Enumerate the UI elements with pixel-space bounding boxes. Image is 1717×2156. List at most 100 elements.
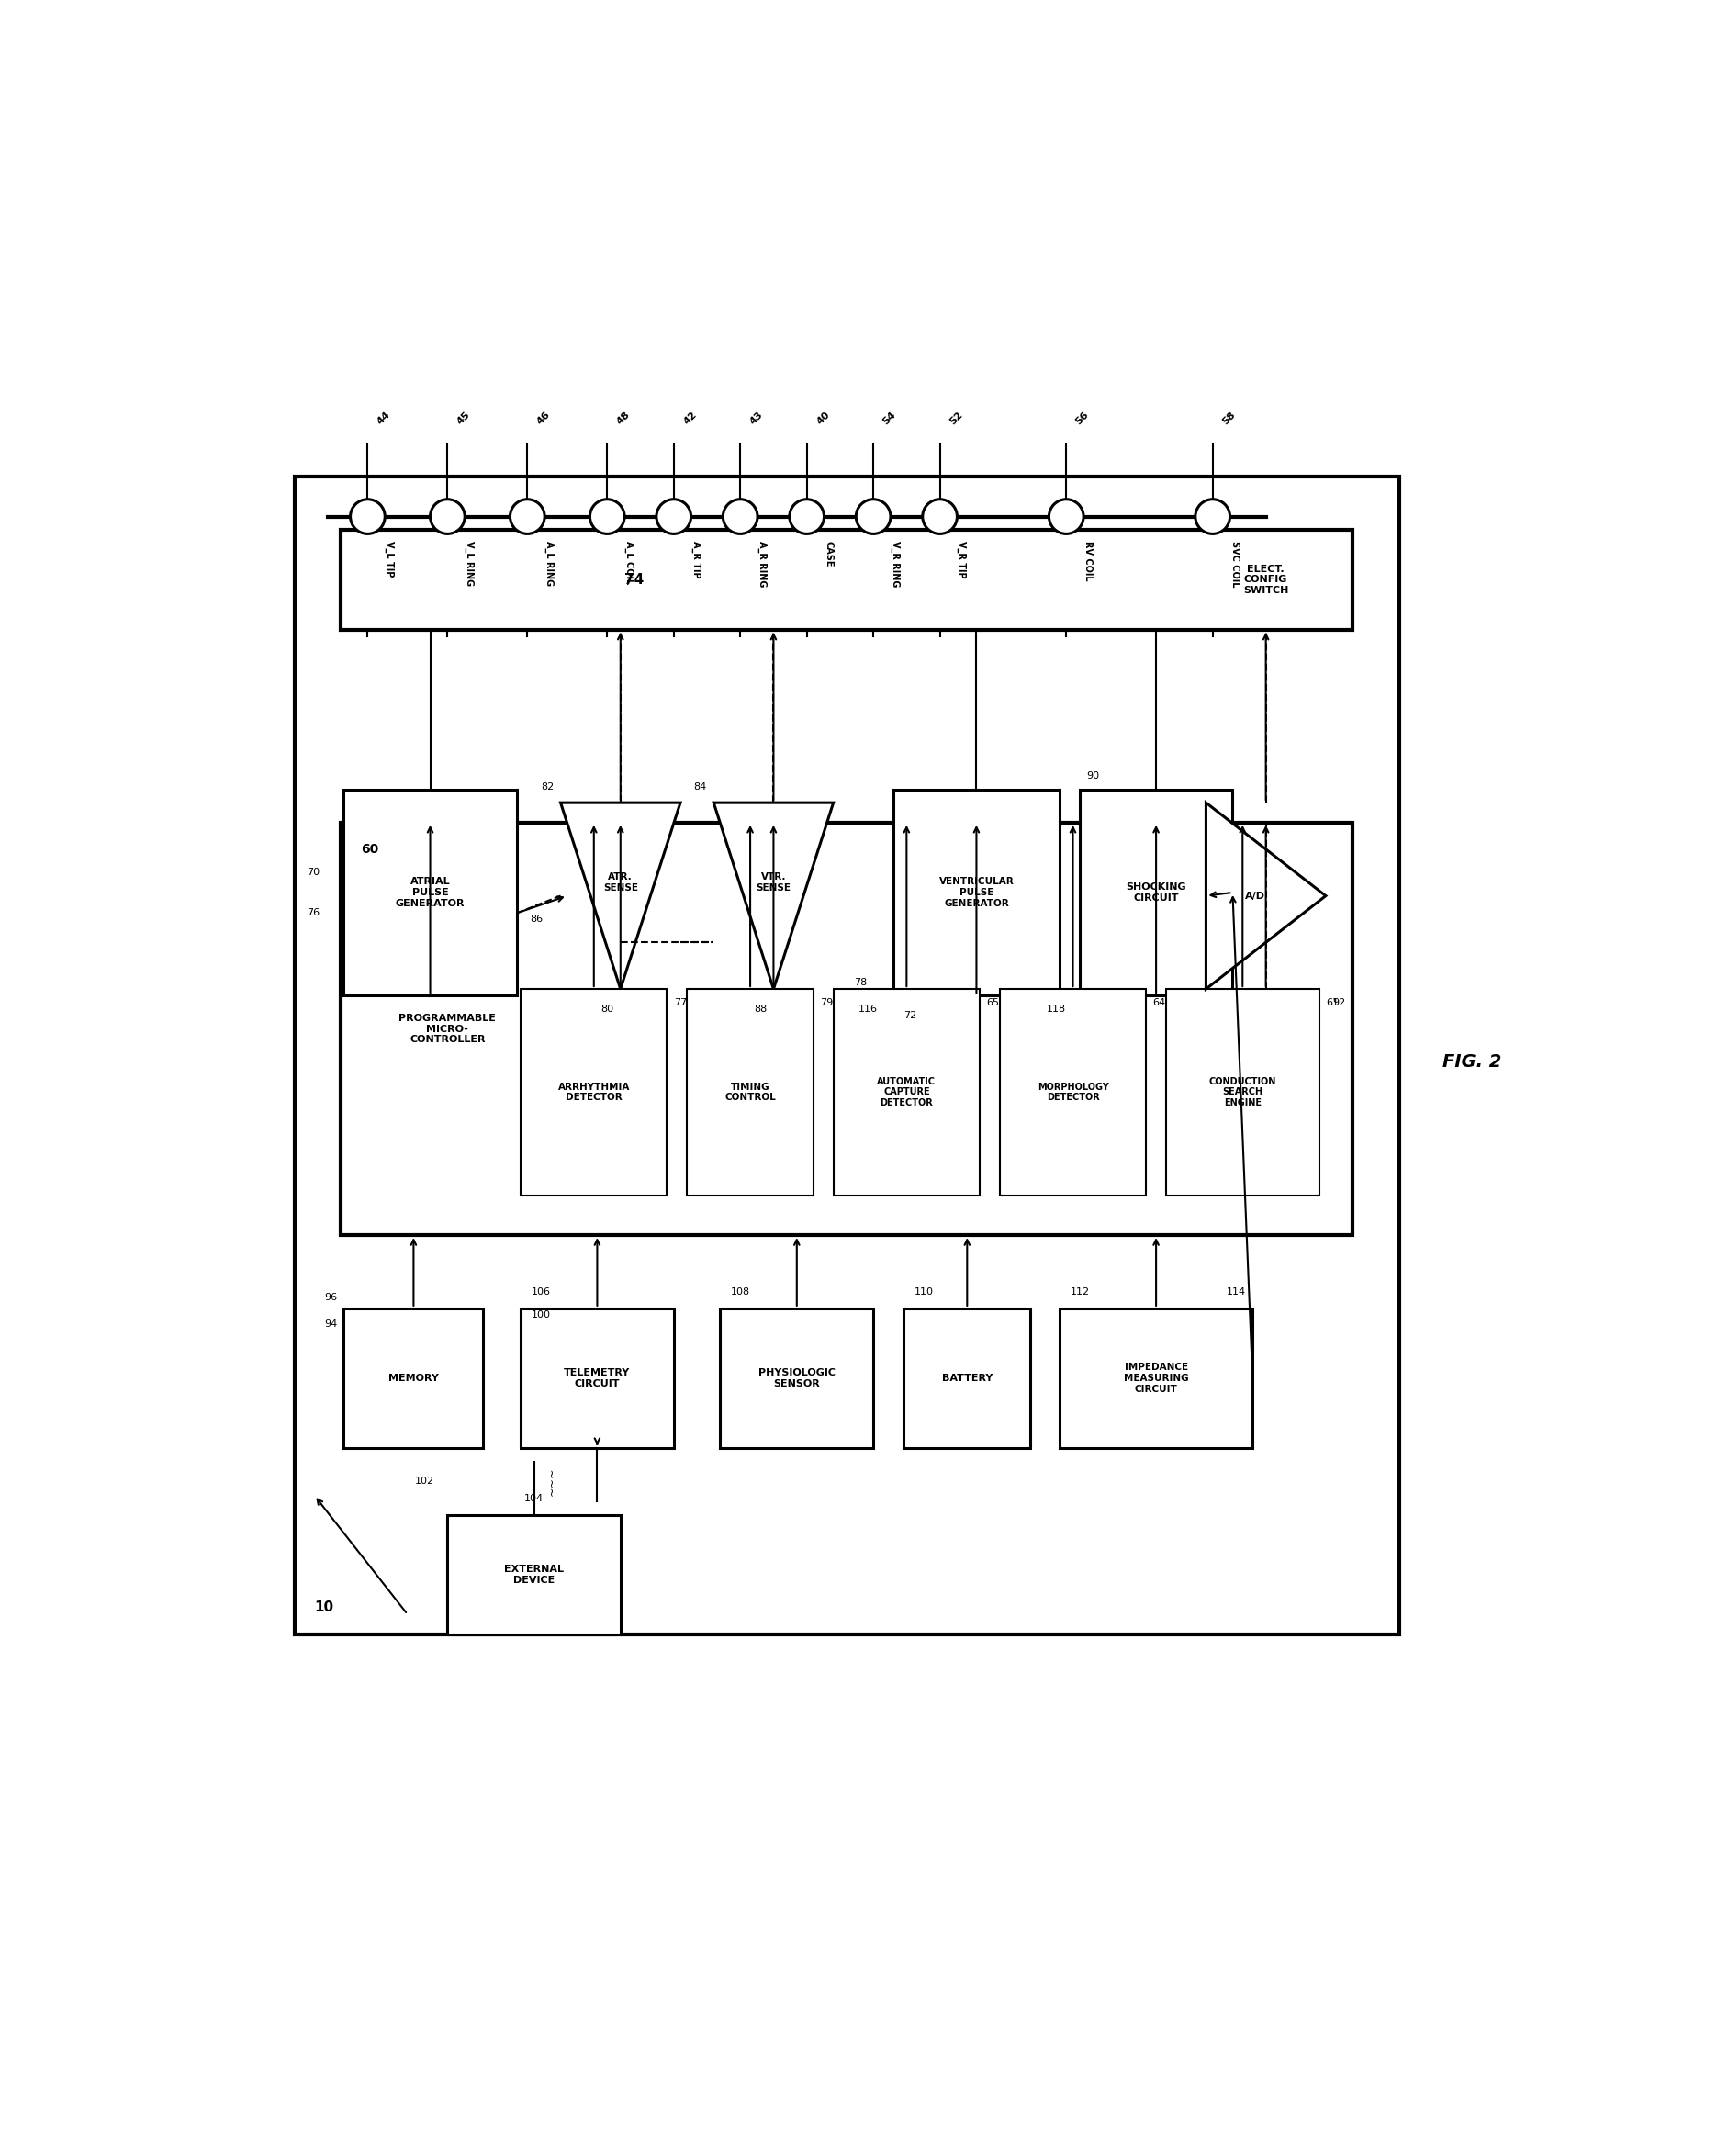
Text: 92: 92 bbox=[1332, 998, 1346, 1007]
Text: 110: 110 bbox=[915, 1287, 934, 1298]
Circle shape bbox=[350, 500, 385, 535]
Text: V_R TIP: V_R TIP bbox=[956, 541, 967, 578]
Bar bbox=[1059, 1309, 1253, 1449]
Text: 58: 58 bbox=[1221, 410, 1236, 427]
Text: ARRHYTHMIA
DETECTOR: ARRHYTHMIA DETECTOR bbox=[558, 1082, 630, 1102]
Bar bbox=[343, 789, 517, 996]
Text: 72: 72 bbox=[903, 1011, 917, 1020]
Circle shape bbox=[790, 500, 824, 535]
Text: 70: 70 bbox=[307, 869, 319, 877]
Circle shape bbox=[922, 500, 956, 535]
Bar bbox=[342, 530, 1353, 630]
Text: 64: 64 bbox=[1152, 998, 1166, 1007]
Text: 100: 100 bbox=[531, 1311, 551, 1319]
Text: 102: 102 bbox=[416, 1477, 434, 1485]
Text: AUTOMATIC
CAPTURE
DETECTOR: AUTOMATIC CAPTURE DETECTOR bbox=[877, 1076, 936, 1108]
Bar bbox=[893, 789, 1059, 996]
Text: 77: 77 bbox=[673, 998, 687, 1007]
Bar bbox=[833, 990, 980, 1194]
Text: BATTERY: BATTERY bbox=[941, 1373, 992, 1382]
Text: CONDUCTION
SEARCH
ENGINE: CONDUCTION SEARCH ENGINE bbox=[1209, 1076, 1276, 1108]
Text: 78: 78 bbox=[853, 977, 867, 987]
Text: 90: 90 bbox=[1087, 772, 1099, 780]
Text: 56: 56 bbox=[1075, 410, 1090, 427]
Text: 106: 106 bbox=[531, 1287, 551, 1298]
Text: PROGRAMMABLE
MICRO-
CONTROLLER: PROGRAMMABLE MICRO- CONTROLLER bbox=[398, 1013, 496, 1044]
Text: EXTERNAL
DEVICE: EXTERNAL DEVICE bbox=[505, 1565, 563, 1585]
Bar bbox=[295, 476, 1399, 1634]
Text: PHYSIOLOGIC
SENSOR: PHYSIOLOGIC SENSOR bbox=[759, 1369, 836, 1388]
Bar bbox=[520, 990, 666, 1194]
Bar bbox=[999, 990, 1147, 1194]
Text: 76: 76 bbox=[307, 908, 319, 916]
Circle shape bbox=[723, 500, 757, 535]
Text: 118: 118 bbox=[1047, 1005, 1066, 1013]
Text: FIG. 2: FIG. 2 bbox=[1442, 1054, 1502, 1072]
Text: TIMING
CONTROL: TIMING CONTROL bbox=[725, 1082, 776, 1102]
Polygon shape bbox=[714, 802, 833, 990]
Text: MEMORY: MEMORY bbox=[388, 1373, 440, 1382]
Text: ELECT.
CONFIG
SWITCH: ELECT. CONFIG SWITCH bbox=[1243, 565, 1288, 595]
Text: VTR.
SENSE: VTR. SENSE bbox=[755, 873, 792, 893]
Bar bbox=[903, 1309, 1030, 1449]
Text: TELEMETRY
CIRCUIT: TELEMETRY CIRCUIT bbox=[563, 1369, 630, 1388]
Circle shape bbox=[1049, 500, 1083, 535]
Text: 43: 43 bbox=[749, 410, 764, 427]
Circle shape bbox=[656, 500, 690, 535]
Text: 52: 52 bbox=[948, 410, 965, 427]
Circle shape bbox=[510, 500, 544, 535]
Text: 88: 88 bbox=[754, 1005, 767, 1013]
Text: 65: 65 bbox=[986, 998, 999, 1007]
Text: 10: 10 bbox=[314, 1600, 333, 1615]
Bar bbox=[721, 1309, 874, 1449]
Bar bbox=[448, 1516, 620, 1634]
Text: CASE: CASE bbox=[824, 541, 833, 567]
Text: 82: 82 bbox=[541, 783, 555, 791]
Polygon shape bbox=[1205, 802, 1326, 990]
Text: 112: 112 bbox=[1070, 1287, 1090, 1298]
Bar bbox=[343, 1309, 484, 1449]
Bar bbox=[342, 824, 1353, 1235]
Text: 108: 108 bbox=[731, 1287, 750, 1298]
Text: 74: 74 bbox=[623, 573, 644, 586]
Text: IMPEDANCE
MEASURING
CIRCUIT: IMPEDANCE MEASURING CIRCUIT bbox=[1123, 1363, 1188, 1393]
Text: 48: 48 bbox=[615, 410, 632, 427]
Text: 86: 86 bbox=[531, 914, 543, 923]
Text: A/D: A/D bbox=[1245, 890, 1265, 901]
Text: 40: 40 bbox=[816, 410, 831, 427]
Circle shape bbox=[1195, 500, 1229, 535]
Bar bbox=[520, 1309, 673, 1449]
Text: 60: 60 bbox=[361, 843, 379, 856]
Text: ATR.
SENSE: ATR. SENSE bbox=[603, 873, 639, 893]
Text: VENTRICULAR
PULSE
GENERATOR: VENTRICULAR PULSE GENERATOR bbox=[939, 877, 1015, 908]
Circle shape bbox=[857, 500, 891, 535]
Text: 44: 44 bbox=[376, 410, 393, 427]
Text: 104: 104 bbox=[524, 1494, 544, 1503]
Text: 94: 94 bbox=[325, 1319, 337, 1328]
Text: A_R TIP: A_R TIP bbox=[690, 541, 701, 578]
Text: 116: 116 bbox=[858, 1005, 877, 1013]
Polygon shape bbox=[561, 802, 680, 990]
Text: 79: 79 bbox=[821, 998, 833, 1007]
Text: 84: 84 bbox=[694, 783, 707, 791]
Text: 46: 46 bbox=[536, 410, 553, 427]
Text: 96: 96 bbox=[325, 1294, 337, 1302]
Text: V_R RING: V_R RING bbox=[891, 541, 900, 586]
Text: 61: 61 bbox=[1326, 998, 1339, 1007]
Text: A_L RING: A_L RING bbox=[544, 541, 555, 586]
Circle shape bbox=[591, 500, 625, 535]
Text: SVC COIL: SVC COIL bbox=[1229, 541, 1240, 586]
Text: ~~~: ~~~ bbox=[546, 1466, 558, 1496]
Text: V_L TIP: V_L TIP bbox=[385, 541, 395, 576]
Text: 80: 80 bbox=[601, 1005, 613, 1013]
Text: MORPHOLOGY
DETECTOR: MORPHOLOGY DETECTOR bbox=[1037, 1082, 1109, 1102]
Text: RV COIL: RV COIL bbox=[1083, 541, 1092, 580]
Text: SHOCKING
CIRCUIT: SHOCKING CIRCUIT bbox=[1126, 882, 1186, 903]
Bar bbox=[687, 990, 814, 1194]
Text: ATRIAL
PULSE
GENERATOR: ATRIAL PULSE GENERATOR bbox=[395, 877, 465, 908]
Circle shape bbox=[431, 500, 465, 535]
Text: 54: 54 bbox=[881, 410, 898, 427]
Text: A_R RING: A_R RING bbox=[757, 541, 767, 586]
Bar bbox=[1166, 990, 1319, 1194]
Text: V_L RING: V_L RING bbox=[465, 541, 474, 586]
